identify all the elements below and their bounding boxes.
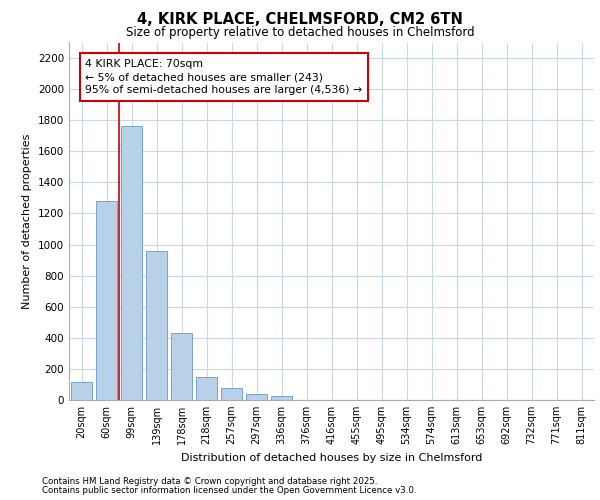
Bar [121,126,142,400]
Bar [171,333,192,400]
Bar [146,251,167,400]
Bar [96,201,117,400]
Y-axis label: Number of detached properties: Number of detached properties [22,134,32,309]
Text: Contains HM Land Registry data © Crown copyright and database right 2025.: Contains HM Land Registry data © Crown c… [42,477,377,486]
Bar [196,376,217,400]
Bar [71,382,92,400]
Text: Size of property relative to detached houses in Chelmsford: Size of property relative to detached ho… [125,26,475,39]
Bar [271,396,292,400]
Bar [246,394,267,400]
X-axis label: Distribution of detached houses by size in Chelmsford: Distribution of detached houses by size … [181,452,482,462]
Text: Contains public sector information licensed under the Open Government Licence v3: Contains public sector information licen… [42,486,416,495]
Bar [221,388,242,400]
Text: 4 KIRK PLACE: 70sqm
← 5% of detached houses are smaller (243)
95% of semi-detach: 4 KIRK PLACE: 70sqm ← 5% of detached hou… [85,59,362,95]
Text: 4, KIRK PLACE, CHELMSFORD, CM2 6TN: 4, KIRK PLACE, CHELMSFORD, CM2 6TN [137,12,463,28]
